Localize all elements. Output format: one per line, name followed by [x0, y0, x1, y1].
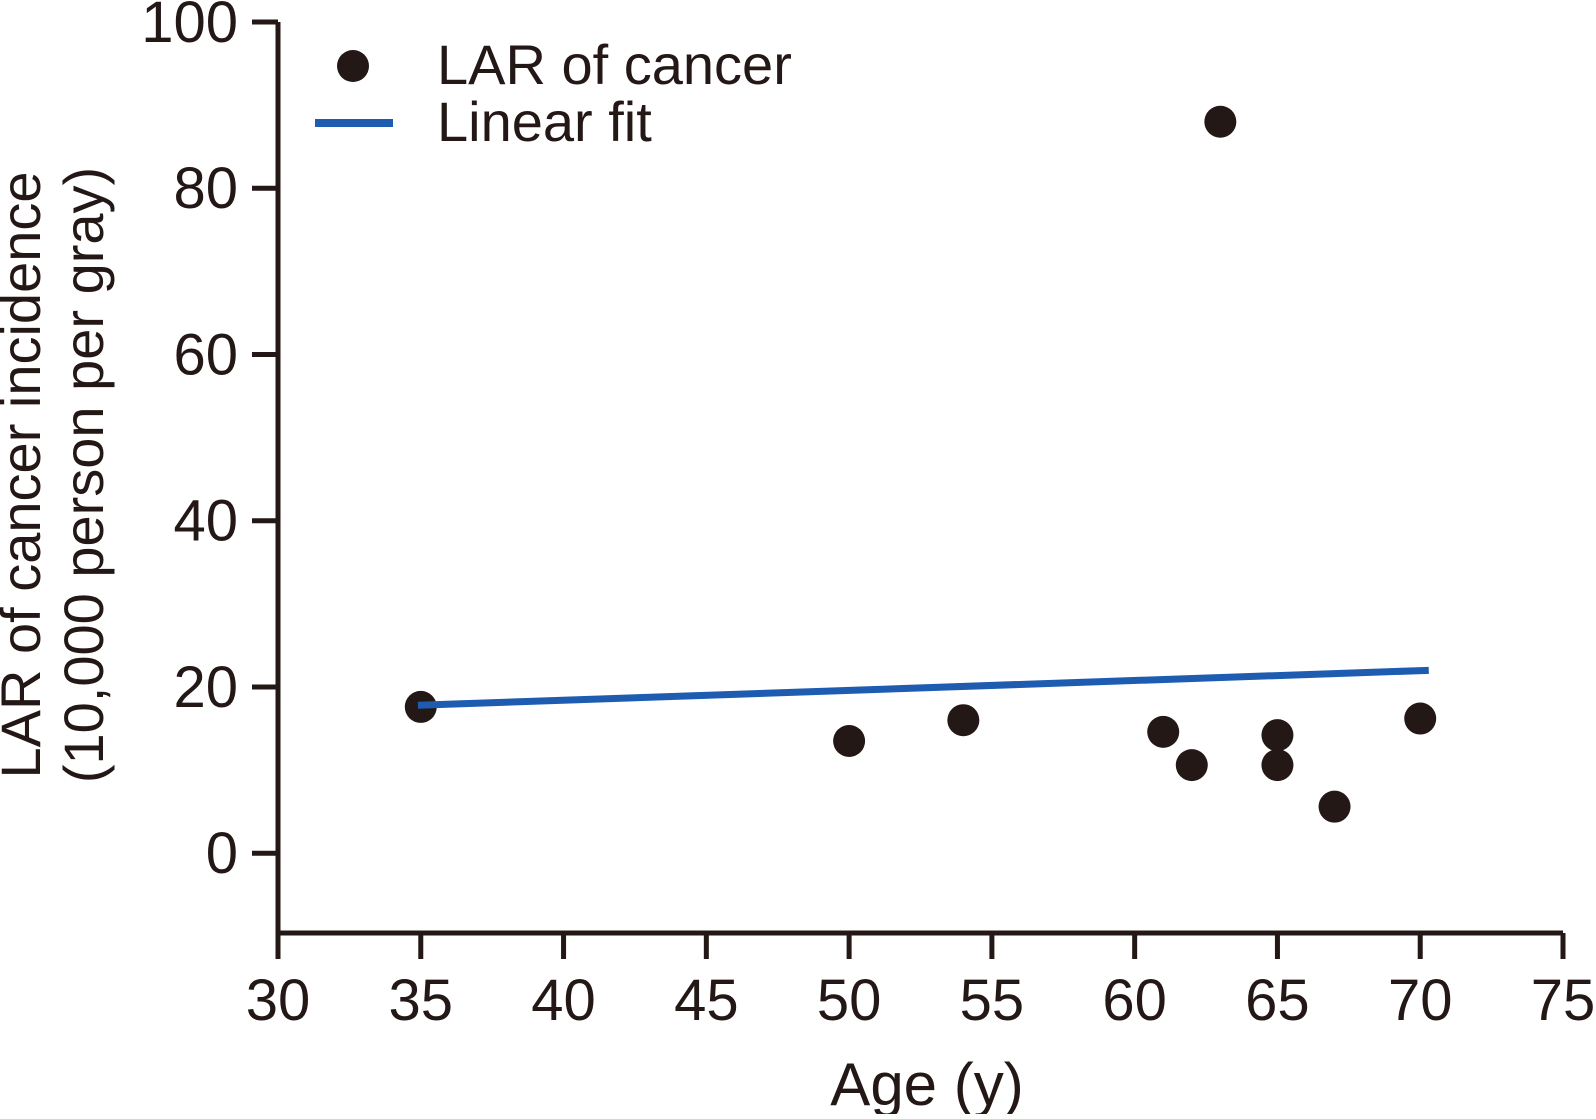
y-tick-label: 80: [173, 156, 238, 221]
legend: LAR of cancer Linear fit: [315, 33, 792, 153]
x-tick-label: 50: [817, 968, 882, 1033]
fit-line: [417, 666, 1429, 709]
y-tick-label: 40: [173, 489, 238, 554]
y-axis-title-line1: LAR of cancer incidence: [0, 171, 52, 778]
x-tick-label: 70: [1388, 968, 1453, 1033]
data-point: [1318, 790, 1351, 823]
x-tick-label: 75: [1531, 968, 1596, 1033]
y-axis-title-line2: (10,000 person per gray): [52, 167, 115, 783]
data-point: [1261, 749, 1294, 782]
tick-marks: [252, 19, 1566, 959]
x-tick-label: 60: [1102, 968, 1167, 1033]
y-tick-label: 20: [173, 655, 238, 720]
data-point: [1204, 105, 1237, 138]
data-point: [1175, 749, 1208, 782]
legend-label-scatter: LAR of cancer: [437, 33, 792, 96]
x-tick-label: 35: [389, 968, 454, 1033]
y-tick-label: 100: [141, 0, 238, 55]
data-point: [833, 724, 866, 757]
tick-labels: 30 35 40 45 50 55 60 65 70 75 0 20 40 60 80 100: [141, 0, 1595, 1033]
legend-label-line: Linear fit: [437, 90, 652, 153]
y-tick-label: 0: [206, 821, 238, 886]
data-point: [1404, 702, 1437, 735]
axis-frame: [275, 22, 1563, 936]
axes: [275, 22, 1563, 936]
x-axis-title: Age (y): [830, 1051, 1023, 1114]
x-tick-label: 30: [246, 968, 311, 1033]
y-tick-label: 60: [173, 322, 238, 387]
data-point: [1261, 719, 1294, 752]
legend-scatter-marker-icon: [337, 50, 369, 82]
x-tick-label: 40: [531, 968, 596, 1033]
data-point: [1147, 715, 1180, 748]
x-tick-label: 65: [1245, 968, 1310, 1033]
data-point: [947, 704, 980, 737]
x-tick-label: 55: [960, 968, 1025, 1033]
data-series: [404, 105, 1437, 823]
x-tick-label: 45: [674, 968, 739, 1033]
